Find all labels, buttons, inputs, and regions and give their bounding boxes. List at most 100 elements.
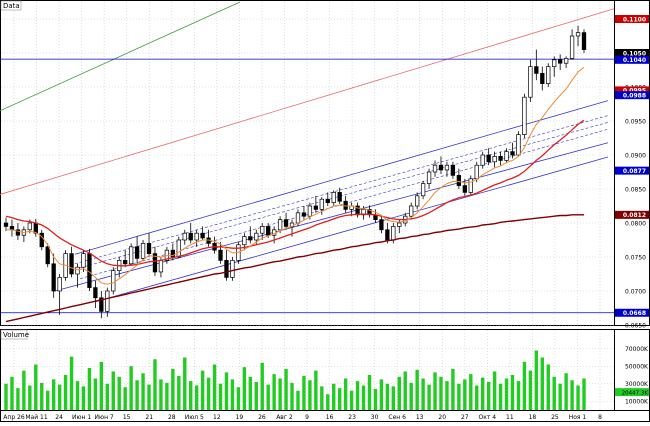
volume-bar — [445, 381, 449, 410]
volume-bar — [326, 394, 330, 410]
volume-bar — [194, 385, 199, 410]
candle-body — [242, 236, 247, 246]
candle-body — [170, 249, 175, 258]
x-tick-label: Июл 5 — [185, 414, 204, 421]
candle-body — [343, 200, 348, 210]
x-tick-label: Авг 2 — [276, 414, 293, 421]
candle-body — [480, 154, 485, 166]
volume-bar — [105, 383, 109, 410]
volume-bar — [528, 370, 533, 410]
price-label: 0.0988 — [623, 92, 646, 99]
volume-panel-title: Volume — [3, 331, 29, 339]
candle-body — [123, 260, 128, 265]
volume-bar — [135, 380, 139, 410]
candle-body — [182, 232, 187, 241]
volume-bar — [159, 379, 163, 410]
volume-bar — [230, 379, 235, 410]
volume-bar — [391, 386, 396, 410]
candle-body — [546, 66, 551, 84]
candle-body — [409, 205, 414, 217]
price-label: 0.1100 — [623, 16, 646, 23]
candle-body — [331, 192, 336, 203]
channel-mid-line — [64, 122, 609, 273]
volume-bar — [272, 374, 276, 410]
volume-bar — [141, 373, 145, 410]
volume-bar — [40, 382, 44, 410]
candle-body — [337, 192, 342, 202]
volume-bar — [10, 376, 14, 410]
volume-bar — [212, 364, 217, 410]
candle-body — [498, 156, 503, 161]
x-tick-label: Окт 4 — [479, 414, 497, 421]
volume-bar — [177, 375, 181, 410]
volume-bar — [415, 369, 419, 410]
candle-body — [504, 151, 509, 161]
volume-bar — [481, 377, 485, 410]
volume-bar — [349, 390, 354, 410]
volume-bar — [171, 368, 175, 410]
volume-bar — [475, 385, 479, 410]
volume-bar — [552, 376, 556, 410]
volume-bar — [302, 375, 306, 410]
x-tick-label: 30 — [371, 414, 379, 421]
volume-bars — [4, 350, 586, 410]
candle-body — [15, 229, 21, 236]
volume-bar — [63, 375, 68, 410]
volume-bar — [260, 362, 264, 410]
volume-bar — [463, 379, 467, 410]
y-tick-label: 0.0750 — [625, 254, 646, 261]
candle-body — [438, 164, 444, 171]
candle-body — [99, 297, 104, 312]
x-tick-label: Апр 26 — [3, 414, 25, 421]
x-tick-label: 16 — [326, 414, 334, 421]
x-tick-label: 12 — [213, 414, 221, 421]
y-tick-label: 0.0800 — [625, 220, 646, 227]
volume-bar — [516, 381, 521, 410]
volume-bar — [558, 383, 562, 410]
volume-bar — [69, 356, 74, 410]
candle-body — [33, 222, 38, 234]
candle-body — [569, 35, 575, 59]
volume-bar — [379, 379, 384, 410]
volume-bar — [200, 370, 205, 410]
ma-mid-line — [5, 119, 585, 267]
x-tick-label: Сен 6 — [388, 414, 406, 421]
candle-body — [462, 185, 467, 193]
candle-body — [39, 232, 44, 248]
volume-bar — [189, 381, 193, 410]
candle-body — [426, 171, 432, 184]
candle-body — [474, 164, 479, 180]
candle-body — [200, 232, 205, 239]
candle-body — [140, 243, 146, 259]
volume-bar — [343, 378, 348, 410]
candle-body — [9, 226, 15, 231]
x-tick-label: 21 — [145, 414, 153, 421]
channel-upper-line — [74, 100, 609, 255]
volume-bar — [284, 368, 288, 410]
channel-lower-line — [54, 142, 609, 292]
volume-bar — [332, 383, 336, 410]
volume-bar — [492, 371, 497, 410]
candle-body — [516, 134, 521, 156]
candle-body — [313, 205, 319, 210]
volume-bar — [254, 382, 258, 410]
volume-bar — [129, 366, 133, 410]
candle-body — [218, 249, 223, 261]
volume-bar — [421, 378, 425, 410]
candle-body — [456, 175, 462, 186]
price-label-box — [615, 49, 649, 57]
candle-body — [194, 232, 199, 241]
candle-body — [277, 219, 283, 231]
x-tick-label: 26 — [258, 414, 266, 421]
price-label: 0.0877 — [623, 168, 646, 175]
volume-bar — [51, 379, 56, 410]
x-tick-label: 11 — [506, 414, 514, 421]
price-label-box — [615, 91, 649, 100]
candle-body — [266, 226, 271, 236]
y-tick-label: 0.0850 — [625, 186, 646, 193]
candle-body — [69, 253, 74, 275]
volume-bar — [439, 376, 443, 410]
axis-labels: 0.11000.10500.10000.09500.09000.08500.08… — [3, 15, 649, 421]
